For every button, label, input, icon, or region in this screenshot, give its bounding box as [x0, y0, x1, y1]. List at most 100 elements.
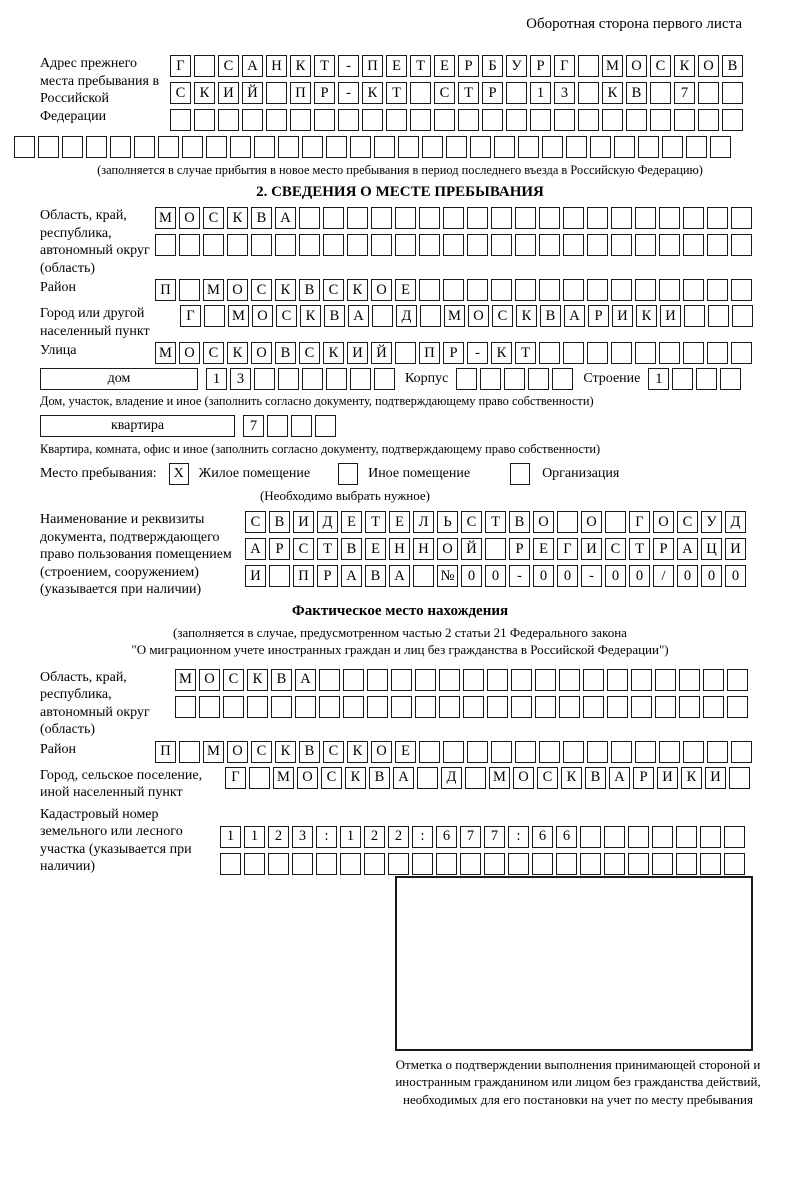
form-cell[interactable]: [508, 852, 529, 875]
form-cell[interactable]: 1: [220, 825, 241, 848]
form-cell[interactable]: [683, 279, 704, 302]
form-cell[interactable]: С: [677, 511, 698, 534]
form-cell[interactable]: С: [605, 538, 626, 561]
form-cell[interactable]: В: [540, 305, 561, 328]
form-cell[interactable]: [700, 852, 721, 875]
form-cell[interactable]: [419, 279, 440, 302]
form-cell[interactable]: :: [412, 825, 433, 848]
form-cell[interactable]: [683, 342, 704, 365]
form-cell[interactable]: [218, 109, 239, 131]
form-cell[interactable]: В: [299, 279, 320, 302]
form-cell[interactable]: [635, 207, 656, 230]
form-cell[interactable]: [362, 109, 383, 131]
other-premises-checkbox[interactable]: [338, 463, 359, 486]
form-cell[interactable]: [299, 234, 320, 257]
form-cell[interactable]: [347, 234, 368, 257]
form-cell[interactable]: [410, 109, 431, 131]
form-cell[interactable]: О: [179, 207, 200, 230]
form-cell[interactable]: 3: [230, 368, 251, 391]
form-cell[interactable]: Н: [266, 55, 287, 77]
form-cell[interactable]: О: [468, 305, 489, 328]
form-cell[interactable]: Т: [458, 82, 479, 104]
form-cell[interactable]: 0: [605, 565, 626, 588]
form-cell[interactable]: [413, 565, 434, 588]
form-cell[interactable]: [206, 136, 227, 158]
form-cell[interactable]: [494, 136, 515, 158]
form-cell[interactable]: [434, 109, 455, 131]
form-cell[interactable]: [134, 136, 155, 158]
form-cell[interactable]: [374, 136, 395, 158]
form-cell[interactable]: А: [609, 766, 630, 789]
form-cell[interactable]: [511, 668, 532, 691]
form-cell[interactable]: [302, 368, 323, 391]
form-cell[interactable]: [655, 668, 676, 691]
form-cell[interactable]: [446, 136, 467, 158]
form-cell[interactable]: К: [227, 207, 248, 230]
form-cell[interactable]: [652, 852, 673, 875]
form-cell[interactable]: [420, 305, 441, 328]
form-cell[interactable]: [626, 109, 647, 131]
form-cell[interactable]: [566, 136, 587, 158]
form-cell[interactable]: [347, 207, 368, 230]
form-cell[interactable]: [315, 415, 336, 438]
form-cell[interactable]: С: [170, 82, 191, 104]
form-cell[interactable]: [386, 109, 407, 131]
form-cell[interactable]: [607, 668, 628, 691]
form-cell[interactable]: О: [653, 511, 674, 534]
form-cell[interactable]: Р: [317, 565, 338, 588]
form-cell[interactable]: [707, 207, 728, 230]
form-cell[interactable]: [683, 234, 704, 257]
form-cell[interactable]: А: [389, 565, 410, 588]
form-cell[interactable]: [722, 82, 743, 104]
form-cell[interactable]: [242, 109, 263, 131]
form-cell[interactable]: [485, 538, 506, 561]
form-cell[interactable]: А: [242, 55, 263, 77]
form-cell[interactable]: [563, 279, 584, 302]
form-cell[interactable]: О: [251, 342, 272, 365]
form-cell[interactable]: [539, 342, 560, 365]
form-cell[interactable]: [539, 234, 560, 257]
form-cell[interactable]: И: [660, 305, 681, 328]
form-cell[interactable]: [415, 668, 436, 691]
form-cell[interactable]: К: [561, 766, 582, 789]
form-cell[interactable]: [515, 207, 536, 230]
form-cell[interactable]: [696, 368, 718, 391]
form-cell[interactable]: [650, 82, 671, 104]
form-cell[interactable]: [223, 695, 244, 718]
form-cell[interactable]: [458, 109, 479, 131]
form-cell[interactable]: О: [626, 55, 647, 77]
form-cell[interactable]: [86, 136, 107, 158]
form-cell[interactable]: -: [467, 342, 488, 365]
form-cell[interactable]: 0: [557, 565, 578, 588]
form-cell[interactable]: О: [513, 766, 534, 789]
form-cell[interactable]: [580, 852, 601, 875]
form-cell[interactable]: :: [508, 825, 529, 848]
form-cell[interactable]: [175, 695, 196, 718]
form-cell[interactable]: [672, 368, 694, 391]
form-cell[interactable]: [158, 136, 179, 158]
form-cell[interactable]: [720, 368, 742, 391]
form-cell[interactable]: [587, 342, 608, 365]
form-cell[interactable]: Г: [170, 55, 191, 77]
form-cell[interactable]: [350, 136, 371, 158]
form-cell[interactable]: [638, 136, 659, 158]
form-cell[interactable]: Т: [386, 82, 407, 104]
form-cell[interactable]: [518, 136, 539, 158]
form-cell[interactable]: [314, 109, 335, 131]
form-cell[interactable]: [604, 852, 625, 875]
form-cell[interactable]: Р: [509, 538, 530, 561]
form-cell[interactable]: [291, 415, 312, 438]
form-cell[interactable]: [631, 668, 652, 691]
form-cell[interactable]: [506, 109, 527, 131]
form-cell[interactable]: В: [509, 511, 530, 534]
form-cell[interactable]: [203, 234, 224, 257]
form-cell[interactable]: 0: [725, 565, 746, 588]
form-cell[interactable]: [511, 695, 532, 718]
form-cell[interactable]: Г: [557, 538, 578, 561]
form-cell[interactable]: С: [223, 668, 244, 691]
form-cell[interactable]: С: [323, 740, 344, 763]
form-cell[interactable]: Ц: [701, 538, 722, 561]
form-cell[interactable]: [271, 695, 292, 718]
form-cell[interactable]: С: [293, 538, 314, 561]
form-cell[interactable]: О: [698, 55, 719, 77]
